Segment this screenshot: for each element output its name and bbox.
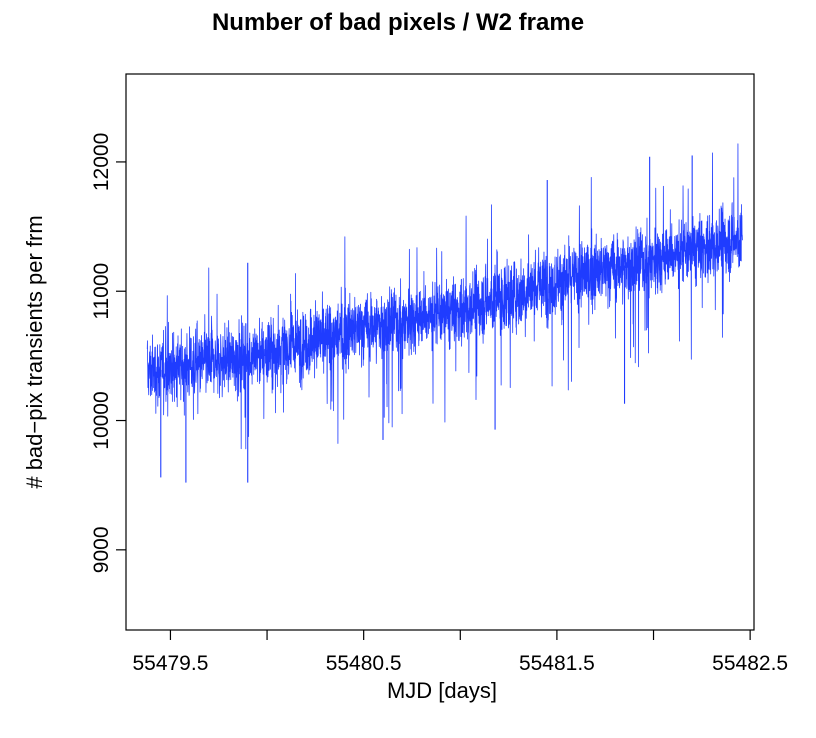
- plot-area: [125, 73, 755, 631]
- chart-title: Number of bad pixels / W2 frame: [212, 9, 584, 36]
- y-axis-label: # bad−pix transients per frm: [22, 215, 47, 488]
- series-line: [146, 143, 743, 483]
- x-tick-label: 55479.5: [132, 652, 208, 675]
- y-tick-label: 12000: [90, 133, 113, 191]
- x-tick-label: 55480.5: [326, 652, 402, 675]
- x-tick-label: 55481.5: [519, 652, 595, 675]
- y-axis: 9000 10000 11000 12000: [90, 133, 126, 573]
- y-tick-label: 9000: [90, 526, 113, 573]
- x-tick-label: 55482.5: [712, 652, 788, 675]
- y-tick-label: 10000: [90, 391, 113, 449]
- y-tick-label: 11000: [90, 263, 113, 320]
- x-axis: 55479.5 55480.5 55481.5 55482.5: [132, 630, 788, 675]
- x-axis-label: MJD [days]: [387, 678, 497, 703]
- plot-frame: [125, 73, 755, 631]
- series-trace: [146, 143, 743, 450]
